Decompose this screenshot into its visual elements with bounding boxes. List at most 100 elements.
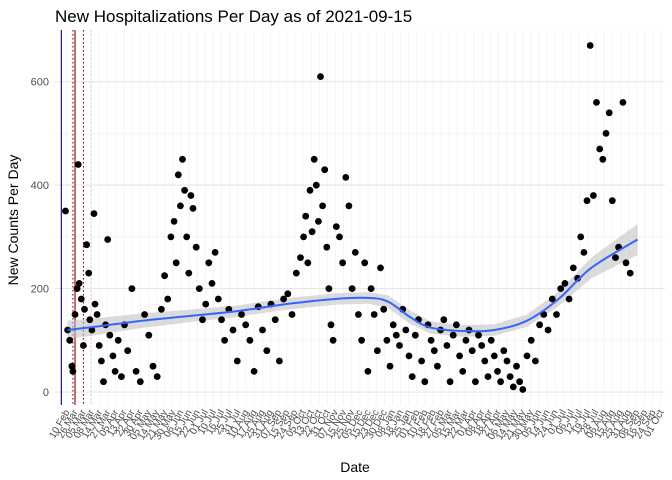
data-point — [149, 362, 157, 370]
data-point — [446, 378, 454, 386]
data-point — [405, 352, 413, 360]
y-tick-label: 0 — [43, 387, 49, 399]
data-point — [189, 205, 197, 212]
data-point — [315, 218, 322, 225]
data-point — [364, 368, 372, 375]
data-point — [544, 326, 552, 334]
data-point — [246, 336, 254, 344]
data-point — [132, 368, 140, 375]
data-point — [106, 331, 114, 339]
data-point — [332, 223, 340, 231]
data-point — [339, 259, 346, 267]
data-point — [77, 295, 85, 303]
data-point — [523, 352, 531, 360]
data-point — [284, 290, 292, 298]
data-point — [599, 155, 607, 163]
data-point — [402, 326, 410, 334]
data-point — [229, 326, 237, 334]
data-point — [62, 207, 69, 215]
data-point — [456, 352, 463, 360]
data-point — [527, 336, 535, 344]
data-point — [561, 280, 569, 287]
data-point — [608, 197, 616, 205]
data-point — [377, 264, 384, 272]
data-point — [98, 357, 105, 365]
data-point — [325, 285, 333, 292]
data-point — [83, 241, 90, 249]
data-point — [540, 311, 548, 318]
data-point — [179, 155, 186, 163]
data-point — [443, 342, 451, 349]
data-point — [64, 326, 71, 334]
data-point — [199, 316, 206, 324]
data-point — [95, 342, 103, 349]
data-point — [361, 259, 369, 267]
data-point — [73, 285, 81, 292]
data-point — [177, 202, 184, 210]
data-point — [462, 336, 470, 344]
data-point — [158, 305, 165, 313]
data-point — [497, 378, 504, 386]
data-point — [104, 236, 112, 243]
data-point — [185, 269, 193, 277]
data-point — [557, 285, 565, 292]
data-point — [548, 295, 556, 303]
data-point — [593, 99, 600, 106]
data-point — [308, 228, 316, 236]
confidence-band — [67, 224, 638, 340]
y-axis-title: New Counts Per Day — [5, 155, 21, 286]
data-point — [580, 249, 588, 256]
data-point — [323, 243, 331, 251]
y-axis-ticks: 0 200 400 600 — [31, 77, 49, 399]
data-point — [475, 331, 482, 339]
data-point — [574, 274, 581, 282]
data-point — [596, 145, 604, 153]
data-point — [128, 285, 136, 292]
data-point — [208, 280, 216, 287]
data-point — [250, 368, 258, 375]
data-point — [380, 305, 388, 313]
reference-lines — [60, 30, 92, 405]
data-point — [211, 249, 219, 256]
data-point — [69, 368, 77, 375]
data-point — [242, 321, 250, 329]
data-point — [509, 383, 517, 391]
data-point — [280, 295, 287, 303]
data-point — [218, 316, 225, 324]
data-point — [383, 336, 391, 344]
data-point — [553, 311, 560, 318]
data-point — [192, 243, 200, 251]
data-point — [472, 378, 479, 386]
data-point — [418, 357, 425, 365]
data-point — [430, 347, 438, 355]
data-point — [494, 368, 501, 375]
y-tick-label: 200 — [31, 284, 49, 296]
data-point — [453, 321, 460, 329]
data-point — [427, 336, 435, 344]
data-point — [396, 342, 403, 349]
data-point — [367, 285, 375, 292]
x-axis-title: Date — [340, 459, 370, 475]
data-point — [271, 316, 279, 324]
data-point — [172, 259, 180, 267]
data-point — [503, 357, 511, 365]
data-point — [421, 378, 429, 386]
data-point — [304, 259, 312, 267]
data-point — [93, 311, 101, 318]
data-point — [300, 233, 307, 241]
data-point — [590, 192, 597, 199]
grid — [55, 30, 665, 405]
data-point — [583, 197, 591, 205]
data-point — [565, 295, 573, 303]
data-point — [181, 186, 189, 194]
data-point — [85, 269, 93, 277]
data-point — [506, 373, 514, 380]
data-point — [312, 181, 320, 189]
data-point — [170, 218, 178, 225]
data-point — [202, 300, 210, 308]
data-point — [118, 373, 125, 380]
data-point — [292, 269, 300, 277]
data-point — [374, 347, 381, 355]
data-point — [622, 259, 630, 267]
